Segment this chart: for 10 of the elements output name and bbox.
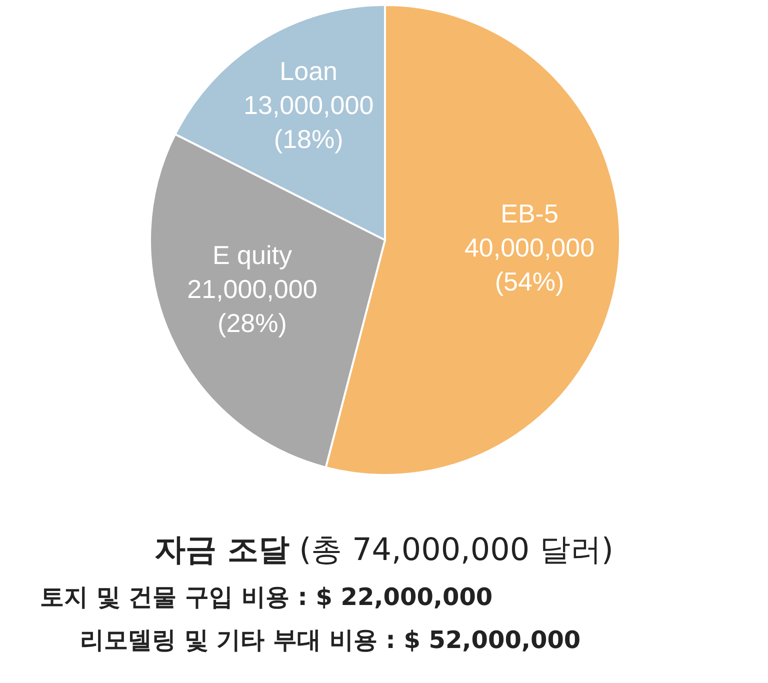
data-label: 40,000,000 (54%) <box>464 232 595 297</box>
pie-slice <box>174 4 386 241</box>
text: 리모델링 및 기타 부대 비용 : $ 52,000,000 <box>80 626 581 654</box>
slice-label: EB-5 <box>500 198 558 229</box>
text: 자금 조달 (총 74,000,000 달러) <box>154 532 614 568</box>
data-label: 13,000,000 (18%) <box>244 90 374 154</box>
slice-label: Loan <box>280 56 338 86</box>
slice-label: E quity <box>212 240 292 270</box>
text: 토지 및 건물 구입 비용 : $ 22,000,000 <box>40 583 493 611</box>
data-label: 21,000,000 (28%) <box>187 274 318 338</box>
